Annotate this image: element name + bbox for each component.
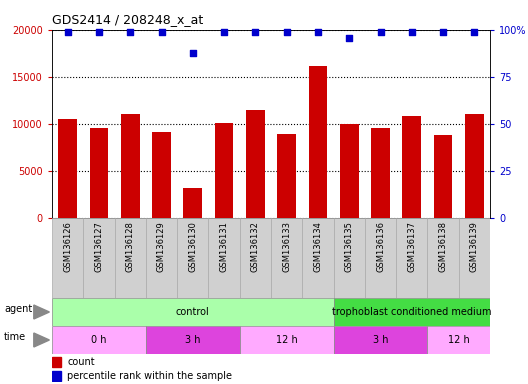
- Bar: [277, 134, 296, 218]
- Bar: [52, 371, 61, 381]
- Text: GSM136127: GSM136127: [95, 221, 103, 272]
- Bar: [303, 218, 334, 298]
- Bar: [146, 326, 240, 354]
- Point: [157, 29, 166, 35]
- Bar: [121, 114, 139, 218]
- Bar: [209, 218, 240, 298]
- Bar: [52, 326, 146, 354]
- Point: [470, 29, 478, 35]
- Text: 0 h: 0 h: [91, 335, 107, 345]
- Bar: [334, 218, 365, 298]
- Text: GSM136131: GSM136131: [220, 221, 229, 272]
- Bar: [246, 110, 265, 218]
- Bar: [83, 218, 115, 298]
- Text: GSM136132: GSM136132: [251, 221, 260, 272]
- Point: [188, 50, 197, 56]
- Text: percentile rank within the sample: percentile rank within the sample: [68, 371, 232, 381]
- Text: GSM136133: GSM136133: [282, 221, 291, 272]
- Text: GSM136129: GSM136129: [157, 221, 166, 272]
- Bar: [215, 123, 233, 218]
- Point: [282, 29, 291, 35]
- Bar: [52, 218, 83, 298]
- Text: GSM136136: GSM136136: [376, 221, 385, 272]
- Polygon shape: [34, 305, 50, 319]
- Bar: [52, 357, 61, 367]
- Text: GDS2414 / 208248_x_at: GDS2414 / 208248_x_at: [52, 13, 203, 26]
- Bar: [308, 66, 327, 218]
- Bar: [402, 116, 421, 218]
- Bar: [52, 298, 334, 326]
- Text: GSM136135: GSM136135: [345, 221, 354, 272]
- Point: [408, 29, 416, 35]
- Bar: [371, 128, 390, 218]
- Bar: [334, 326, 428, 354]
- Text: 12 h: 12 h: [276, 335, 297, 345]
- Point: [345, 35, 353, 41]
- Text: GSM136134: GSM136134: [314, 221, 323, 272]
- Bar: [465, 114, 484, 218]
- Point: [126, 29, 135, 35]
- Polygon shape: [34, 333, 50, 347]
- Bar: [183, 188, 202, 218]
- Text: GSM136128: GSM136128: [126, 221, 135, 272]
- Text: GSM136137: GSM136137: [407, 221, 416, 272]
- Point: [63, 29, 72, 35]
- Point: [220, 29, 228, 35]
- Bar: [90, 128, 108, 218]
- Text: GSM136130: GSM136130: [188, 221, 197, 272]
- Bar: [177, 218, 209, 298]
- Text: 12 h: 12 h: [448, 335, 469, 345]
- Text: GSM136126: GSM136126: [63, 221, 72, 272]
- Bar: [340, 124, 359, 218]
- Bar: [271, 218, 303, 298]
- Text: GSM136138: GSM136138: [439, 221, 448, 272]
- Bar: [428, 218, 459, 298]
- Bar: [396, 218, 428, 298]
- Bar: [459, 218, 490, 298]
- Text: time: time: [4, 332, 26, 342]
- Point: [251, 29, 260, 35]
- Text: count: count: [68, 357, 95, 367]
- Point: [376, 29, 385, 35]
- Bar: [433, 135, 452, 218]
- Bar: [146, 218, 177, 298]
- Text: control: control: [176, 307, 210, 317]
- Text: 3 h: 3 h: [373, 335, 388, 345]
- Bar: [58, 119, 77, 218]
- Bar: [240, 326, 334, 354]
- Text: 3 h: 3 h: [185, 335, 201, 345]
- Point: [95, 29, 103, 35]
- Point: [439, 29, 447, 35]
- Point: [314, 29, 322, 35]
- Text: GSM136139: GSM136139: [470, 221, 479, 272]
- Bar: [428, 326, 490, 354]
- Bar: [334, 298, 490, 326]
- Bar: [240, 218, 271, 298]
- Bar: [115, 218, 146, 298]
- Bar: [365, 218, 396, 298]
- Text: agent: agent: [4, 304, 32, 314]
- Text: trophoblast conditioned medium: trophoblast conditioned medium: [332, 307, 492, 317]
- Bar: [152, 131, 171, 218]
